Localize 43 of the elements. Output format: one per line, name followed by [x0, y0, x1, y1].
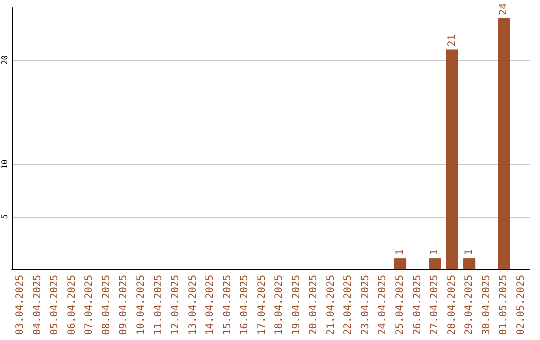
data-label: 24: [498, 3, 510, 16]
x-tick-label: 12.04.2025: [170, 275, 182, 336]
y-tick-label: 10: [0, 160, 10, 170]
x-tick-label: 18.04.2025: [274, 275, 286, 336]
x-tick-label: 02.05.2025: [516, 275, 527, 336]
x-tick-label: 15.04.2025: [222, 275, 234, 336]
x-tick-label: 16.04.2025: [240, 275, 251, 336]
x-tick-label: 07.04.2025: [84, 275, 96, 336]
x-tick-label: 08.04.2025: [101, 275, 112, 336]
x-tick-label: 22.04.2025: [343, 275, 354, 336]
x-tick-label: 09.04.2025: [118, 275, 130, 336]
x-tick-label: 27.04.2025: [430, 275, 441, 336]
x-tick-label: 06.04.2025: [66, 275, 78, 336]
x-tick-label: 04.04.2025: [32, 275, 44, 336]
x-tick-label: 25.04.2025: [395, 275, 406, 336]
x-tick-label: 21.04.2025: [326, 275, 337, 336]
data-label: 1: [464, 250, 476, 256]
x-tick-label: 10.04.2025: [136, 275, 147, 336]
x-tick-label: 05.04.2025: [50, 275, 61, 336]
x-tick-label: 13.04.2025: [188, 275, 199, 336]
bar: [498, 18, 510, 269]
bar: [464, 258, 476, 269]
x-tick-label: 14.04.2025: [205, 275, 216, 336]
bar: [428, 258, 442, 269]
data-label: 1: [430, 250, 441, 256]
x-tick-label: 24.04.2025: [378, 275, 389, 336]
x-tick-label: 01.05.2025: [498, 275, 510, 336]
x-tick-label: 28.04.2025: [446, 275, 458, 336]
x-tick-label: 19.04.2025: [291, 275, 302, 336]
y-tick-label: 5: [0, 214, 10, 220]
y-tick-label: 20: [0, 55, 10, 66]
x-tick-label: 30.04.2025: [481, 275, 492, 336]
x-tick-label: 26.04.2025: [412, 275, 424, 336]
x-tick-label: 23.04.2025: [360, 275, 372, 336]
x-tick-label: 03.04.2025: [15, 275, 26, 336]
data-label: 1: [395, 250, 406, 256]
bar: [394, 258, 407, 269]
x-tick-label: 29.04.2025: [464, 275, 476, 336]
data-label: 21: [446, 34, 458, 47]
x-tick-label: 20.04.2025: [308, 275, 320, 336]
x-tick-label: 11.04.2025: [153, 275, 164, 336]
bar: [446, 50, 458, 269]
x-tick-label: 17.04.2025: [256, 275, 268, 336]
